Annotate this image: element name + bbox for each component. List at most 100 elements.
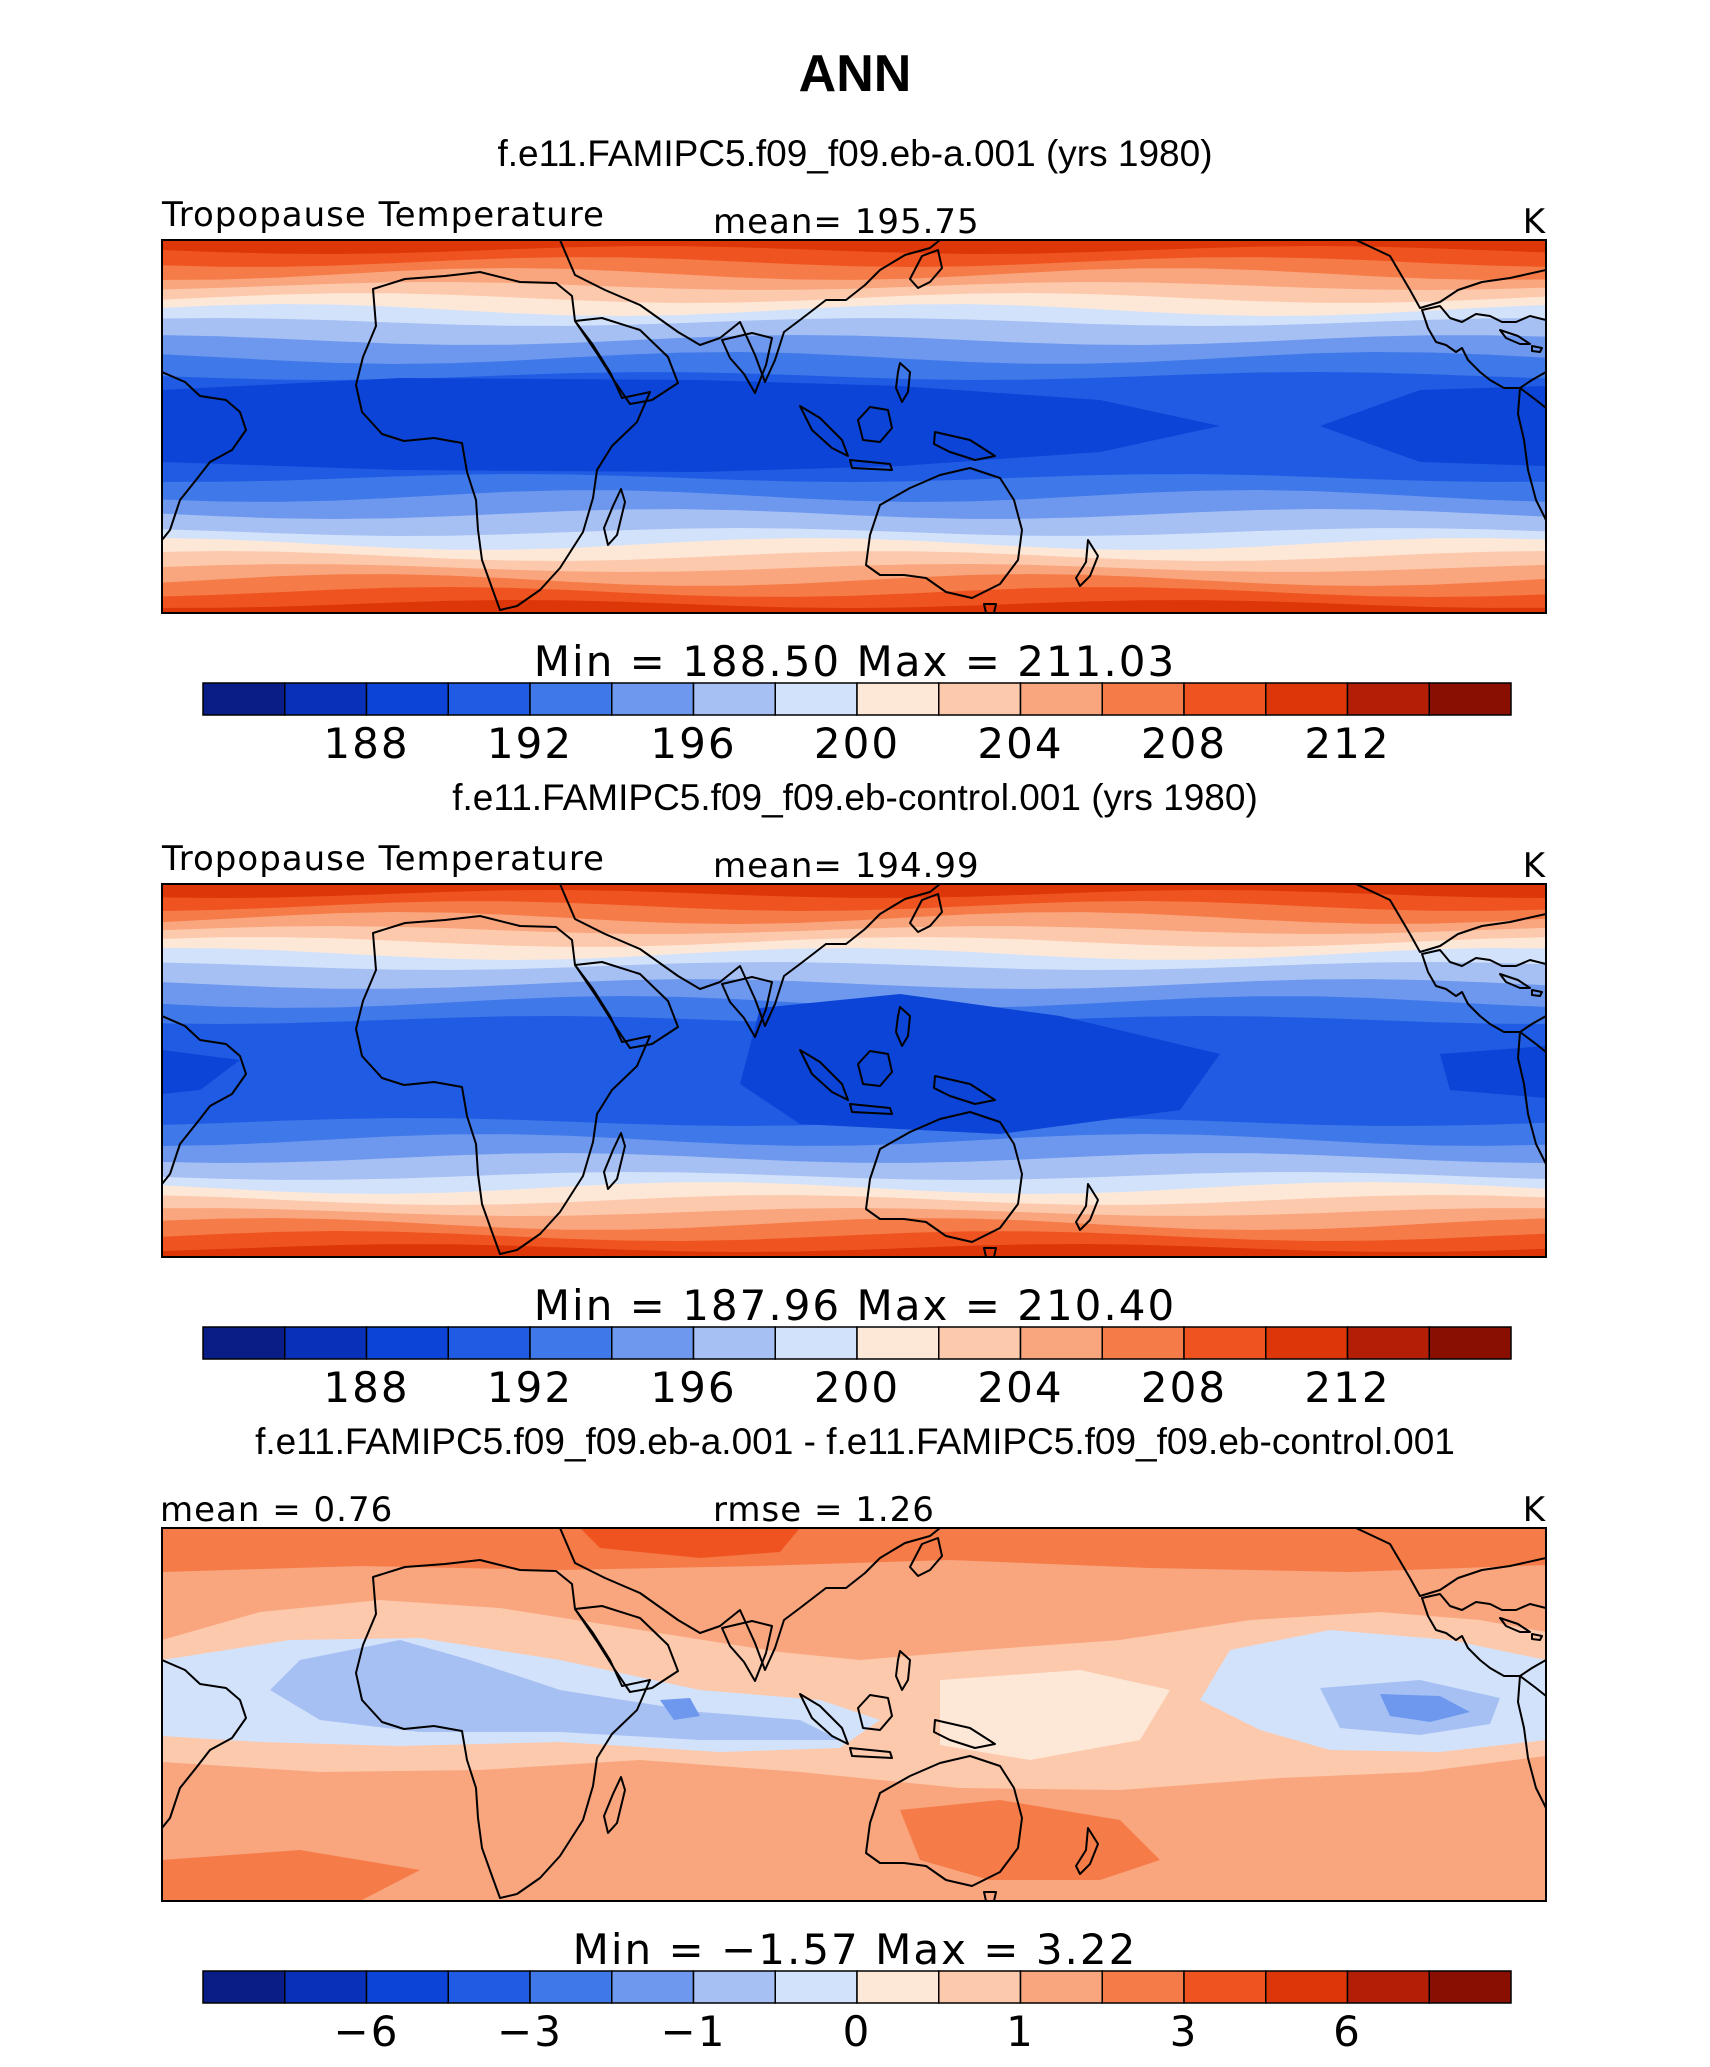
panel-1-min-max: Min = 188.50 Max = 211.03 bbox=[534, 637, 1176, 686]
colorbar-box bbox=[774, 1326, 858, 1360]
colorbar-box bbox=[692, 1970, 776, 2004]
colorbar-box bbox=[1346, 1326, 1430, 1360]
panel-2: f.e11.FAMIPC5.f09_f09.eb-control.001 (yr… bbox=[161, 777, 1547, 1412]
colorbar-box bbox=[1346, 682, 1430, 716]
colorbar-tick-label: −6 bbox=[334, 2007, 400, 2056]
colorbar-box bbox=[938, 682, 1022, 716]
colorbar-box bbox=[202, 1970, 286, 2004]
colorbar-box bbox=[529, 682, 613, 716]
colorbar-tick-label: 212 bbox=[1304, 719, 1390, 768]
colorbar-tick-label: 3 bbox=[1170, 2007, 1199, 2056]
diff-field-south-band bbox=[162, 1790, 1546, 1901]
colorbar-box bbox=[611, 1970, 695, 2004]
panel-3-units: K bbox=[1523, 1490, 1547, 1530]
colorbar-box bbox=[1346, 1970, 1430, 2004]
contour-core bbox=[162, 378, 1546, 472]
colorbar-box bbox=[447, 1970, 531, 2004]
colorbar-box bbox=[856, 1970, 940, 2004]
panel-2-map-frame bbox=[161, 883, 1547, 1258]
colorbar-tick-label: 196 bbox=[650, 719, 736, 768]
colorbar-box bbox=[856, 1326, 940, 1360]
colorbar-box bbox=[365, 1970, 449, 2004]
colorbar-box bbox=[1101, 682, 1185, 716]
panel-1-colorbar: 188 192 196 200 204 208 212 bbox=[202, 682, 1512, 768]
colorbar-box bbox=[1183, 1326, 1267, 1360]
colorbar-box bbox=[774, 1970, 858, 2004]
diff-field-north-max bbox=[580, 1528, 800, 1558]
panel-3-colorbar: −6 −3 −1 0 1 3 6 bbox=[202, 1970, 1512, 2056]
colorbar-box bbox=[447, 1326, 531, 1360]
diff-field-pacific-min bbox=[1380, 1694, 1470, 1722]
colorbar-box bbox=[856, 682, 940, 716]
colorbar-tick-label: 204 bbox=[977, 1363, 1063, 1412]
colorbar-box bbox=[1183, 1970, 1267, 2004]
colorbar-box bbox=[1265, 1326, 1349, 1360]
panel-2-case-title: f.e11.FAMIPC5.f09_f09.eb-control.001 (yr… bbox=[452, 777, 1258, 818]
colorbar-box bbox=[1019, 682, 1103, 716]
panel-1: f.e11.FAMIPC5.f09_f09.eb-a.001 (yrs 1980… bbox=[161, 133, 1547, 768]
panel-1-contour-field bbox=[162, 240, 1546, 613]
colorbar-tick-label: 188 bbox=[323, 1363, 409, 1412]
panel-1-map-frame bbox=[161, 239, 1547, 614]
colorbar-tick-label: 208 bbox=[1141, 1363, 1227, 1412]
colorbar-box bbox=[611, 1326, 695, 1360]
panel-1-variable-label: Tropopause Temperature bbox=[161, 195, 605, 235]
colorbar-box bbox=[365, 682, 449, 716]
colorbar-tick-label: 200 bbox=[814, 719, 900, 768]
colorbar-tick-label: 192 bbox=[487, 719, 573, 768]
colorbar-tick-label: −1 bbox=[661, 2007, 727, 2056]
colorbar-box bbox=[1101, 1326, 1185, 1360]
panel-1-map bbox=[162, 240, 1546, 613]
colorbar-box bbox=[1428, 1970, 1512, 2004]
colorbar-box bbox=[774, 682, 858, 716]
colorbar-box bbox=[1019, 1326, 1103, 1360]
figure-title: ANN bbox=[799, 45, 912, 103]
panel-2-map bbox=[162, 884, 1546, 1257]
colorbar-tick-label: 208 bbox=[1141, 719, 1227, 768]
colorbar-box bbox=[1019, 1970, 1103, 2004]
panel-3-case-title: f.e11.FAMIPC5.f09_f09.eb-a.001 - f.e11.F… bbox=[255, 1421, 1455, 1462]
panel-1-mean-label: mean= 195.75 bbox=[713, 202, 980, 242]
contour-core bbox=[162, 994, 1546, 1134]
colorbar-box bbox=[529, 1326, 613, 1360]
panel-2-variable-label: Tropopause Temperature bbox=[161, 839, 605, 879]
colorbar-box bbox=[202, 1326, 286, 1360]
colorbar-box bbox=[611, 682, 695, 716]
panel-2-min-max: Min = 187.96 Max = 210.40 bbox=[534, 1281, 1176, 1330]
colorbar-tick-label: 196 bbox=[650, 1363, 736, 1412]
colorbar-box bbox=[1183, 682, 1267, 716]
panel-3-contour-field bbox=[162, 1528, 1546, 1901]
panel-1-units: K bbox=[1523, 202, 1547, 242]
colorbar-box bbox=[284, 682, 368, 716]
diff-field-atlantic-min bbox=[660, 1698, 700, 1720]
panel-3-map-frame bbox=[161, 1527, 1547, 1902]
colorbar-box bbox=[284, 1326, 368, 1360]
panel-3-map bbox=[162, 1528, 1546, 1901]
panel-1-case-title: f.e11.FAMIPC5.f09_f09.eb-a.001 (yrs 1980… bbox=[497, 133, 1212, 174]
colorbar-tick-label: 212 bbox=[1304, 1363, 1390, 1412]
colorbar-tick-label: 188 bbox=[323, 719, 409, 768]
diff-field-north-band bbox=[162, 1528, 1546, 1572]
colorbar-box bbox=[529, 1970, 613, 2004]
colorbar-box bbox=[692, 1326, 776, 1360]
colorbar-tick-label: 200 bbox=[814, 1363, 900, 1412]
colorbar-box bbox=[284, 1970, 368, 2004]
colorbar-box bbox=[1265, 682, 1349, 716]
colorbar-box bbox=[1428, 682, 1512, 716]
colorbar-tick-label: 204 bbox=[977, 719, 1063, 768]
panel-3-min-max: Min = −1.57 Max = 3.22 bbox=[573, 1925, 1138, 1974]
colorbar-box bbox=[938, 1326, 1022, 1360]
panel-2-mean-label: mean= 194.99 bbox=[713, 846, 980, 886]
colorbar-box bbox=[1265, 1970, 1349, 2004]
diff-field-central-pacific bbox=[940, 1670, 1170, 1760]
colorbar-box bbox=[1101, 1970, 1185, 2004]
panel-2-units: K bbox=[1523, 846, 1547, 886]
colorbar-box bbox=[447, 682, 531, 716]
colorbar-box bbox=[1428, 1326, 1512, 1360]
panel-2-colorbar: 188 192 196 200 204 208 212 bbox=[202, 1326, 1512, 1412]
colorbar-tick-label: 6 bbox=[1333, 2007, 1362, 2056]
colorbar-tick-label: 1 bbox=[1006, 2007, 1035, 2056]
colorbar-tick-label: 192 bbox=[487, 1363, 573, 1412]
diff-field-south-max bbox=[900, 1800, 1160, 1880]
